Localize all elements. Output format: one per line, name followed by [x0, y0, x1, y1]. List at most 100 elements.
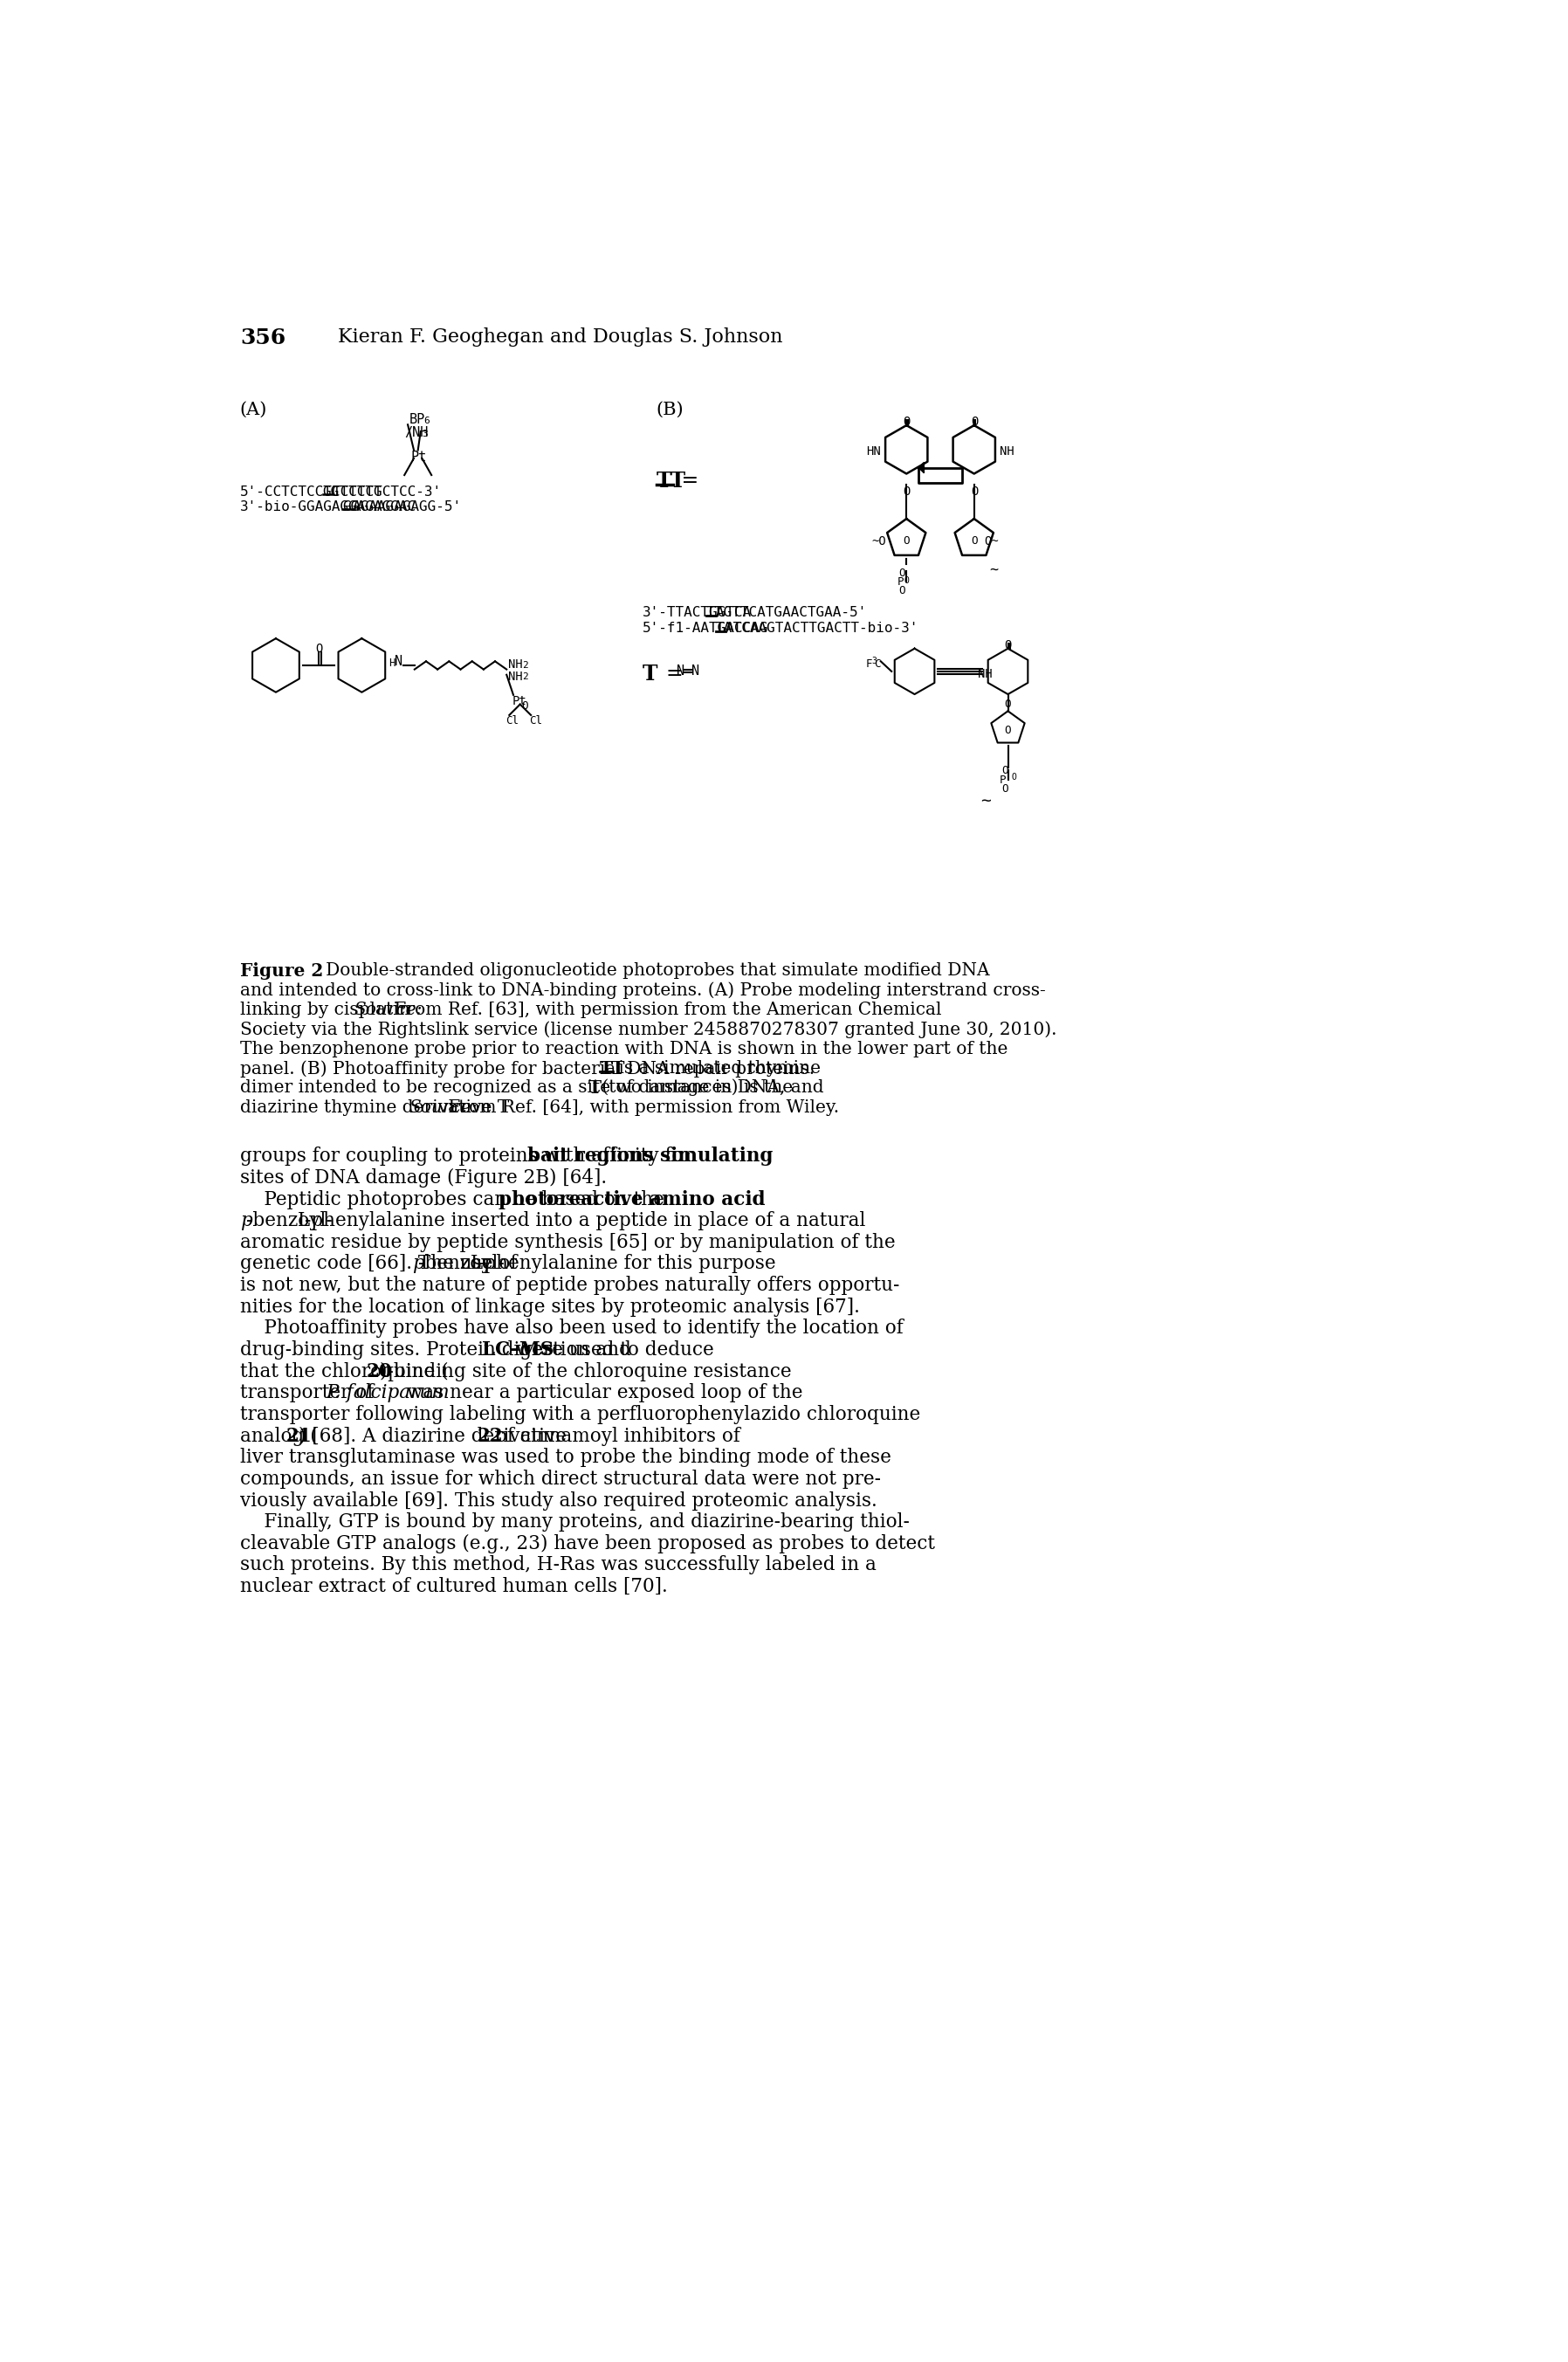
Text: -phenylalanine for this purpose: -phenylalanine for this purpose — [477, 1254, 776, 1273]
Text: such proteins. By this method, H-Ras was successfully labeled in a: such proteins. By this method, H-Ras was… — [240, 1557, 877, 1575]
Text: drug-binding sites. Protein digestion and: drug-binding sites. Protein digestion an… — [240, 1339, 637, 1361]
Text: O: O — [903, 416, 911, 428]
Text: T: T — [643, 664, 659, 685]
Text: From Ref. [64], with permission from Wiley.: From Ref. [64], with permission from Wil… — [442, 1098, 839, 1115]
Text: 3'-TTACTGGTCA: 3'-TTACTGGTCA — [643, 607, 751, 619]
Text: O: O — [971, 416, 978, 428]
Text: 2: 2 — [522, 673, 528, 683]
Text: N: N — [395, 654, 403, 668]
Text: liver transglutaminase was used to probe the binding mode of these: liver transglutaminase was used to probe… — [240, 1448, 891, 1467]
Text: -phenylalanine inserted into a peptide in place of a natural: -phenylalanine inserted into a peptide i… — [304, 1212, 866, 1231]
Text: 2: 2 — [522, 661, 528, 668]
Text: TCTTCTCTCC-3': TCTTCTCTCC-3' — [332, 484, 442, 498]
Text: Society via the Rightslink service (license number 2458870278307 granted June 30: Society via the Rightslink service (lice… — [240, 1020, 1057, 1039]
Text: genetic code [66]. The use of: genetic code [66]. The use of — [240, 1254, 524, 1273]
Text: p: p — [240, 1212, 252, 1231]
Text: L: L — [470, 1254, 483, 1273]
Text: O: O — [522, 699, 528, 711]
Text: (two instances) is the: (two instances) is the — [597, 1079, 793, 1096]
Text: AGTTCATGAACTGAA-5': AGTTCATGAACTGAA-5' — [715, 607, 867, 619]
Text: 3: 3 — [422, 430, 428, 437]
Text: O: O — [903, 534, 909, 546]
Text: BP: BP — [409, 413, 425, 425]
Text: (B): (B) — [655, 402, 684, 418]
Text: 3'-bio-GGAGAGGAGAGGAC: 3'-bio-GGAGAGGAGAGGAC — [240, 501, 417, 513]
Text: LC–MS: LC–MS — [481, 1339, 554, 1361]
Text: 5'-CCTCTCCTCTCCTG: 5'-CCTCTCCTCTCCTG — [240, 484, 383, 498]
Text: O: O — [315, 642, 323, 654]
Text: O: O — [1005, 640, 1011, 652]
Text: P: P — [897, 576, 903, 588]
Text: O: O — [971, 534, 977, 546]
Text: groups for coupling to proteins with affinity for: groups for coupling to proteins with aff… — [240, 1148, 698, 1167]
Text: compounds, an issue for which direct structural data were not pre-: compounds, an issue for which direct str… — [240, 1469, 881, 1488]
Text: is not new, but the nature of peptide probes naturally offers opportu-: is not new, but the nature of peptide pr… — [240, 1275, 900, 1294]
Text: Kieran F. Geoghegan and Douglas S. Johnson: Kieran F. Geoghegan and Douglas S. Johns… — [339, 328, 782, 347]
Text: GG: GG — [323, 484, 340, 498]
Text: 22: 22 — [477, 1427, 503, 1446]
Text: viously available [69]. This study also required proteomic analysis.: viously available [69]. This study also … — [240, 1490, 877, 1509]
Text: and intended to cross-link to DNA-binding proteins. (A) Probe modeling interstra: and intended to cross-link to DNA-bindin… — [240, 983, 1046, 999]
Text: H: H — [389, 657, 395, 668]
Text: TA: TA — [715, 621, 732, 635]
Text: (A): (A) — [240, 402, 268, 418]
Text: Cl: Cl — [505, 716, 519, 727]
Text: TT: TT — [655, 470, 685, 491]
Text: -benzoyl-: -benzoyl- — [419, 1254, 505, 1273]
Text: O: O — [1002, 765, 1008, 777]
Text: aromatic residue by peptide synthesis [65] or by manipulation of the: aromatic residue by peptide synthesis [6… — [240, 1233, 895, 1252]
Text: From Ref. [63], with permission from the American Chemical: From Ref. [63], with permission from the… — [389, 1001, 941, 1018]
Text: ~: ~ — [989, 562, 997, 579]
Text: TT: TT — [599, 1061, 626, 1077]
Text: cleavable GTP analogs (e.g., 23) have been proposed as probes to detect: cleavable GTP analogs (e.g., 23) have be… — [240, 1533, 935, 1554]
Text: O: O — [1005, 699, 1011, 711]
Text: ~: ~ — [982, 794, 991, 810]
Text: F: F — [866, 659, 872, 671]
Text: P: P — [1000, 775, 1007, 787]
Text: O: O — [1002, 784, 1008, 794]
Text: O: O — [971, 487, 978, 498]
Text: GG: GG — [342, 501, 359, 513]
Text: O~: O~ — [985, 536, 999, 548]
Text: C: C — [873, 659, 881, 671]
Text: was near a particular exposed loop of the: was near a particular exposed loop of th… — [401, 1384, 803, 1403]
Text: of cinnamoyl inhibitors of: of cinnamoyl inhibitors of — [489, 1427, 740, 1446]
Text: NH: NH — [978, 668, 993, 680]
Text: ATCAAGTACTTGACTT-bio-3': ATCAAGTACTTGACTT-bio-3' — [726, 621, 919, 635]
Text: NH: NH — [1000, 446, 1014, 458]
Text: 20: 20 — [367, 1363, 392, 1382]
Text: O: O — [898, 567, 905, 579]
Text: transporter of: transporter of — [240, 1384, 379, 1403]
Text: 5'-f1-AATGACCAG: 5'-f1-AATGACCAG — [643, 621, 768, 635]
Text: The benzophenone probe prior to reaction with DNA is shown in the lower part of : The benzophenone probe prior to reaction… — [240, 1042, 1008, 1058]
Text: bait regions simulating: bait regions simulating — [527, 1148, 773, 1167]
Text: diazirine thymine derivative T: diazirine thymine derivative T — [240, 1098, 514, 1115]
Text: O: O — [898, 586, 905, 595]
Text: Cl: Cl — [530, 716, 543, 727]
Text: HN: HN — [866, 446, 881, 458]
Text: Source:: Source: — [409, 1098, 477, 1115]
Text: Source:: Source: — [354, 1001, 423, 1018]
Text: Pt: Pt — [513, 694, 527, 706]
Text: )-binding site of the chloroquine resistance: )-binding site of the chloroquine resist… — [379, 1363, 792, 1382]
Text: sites of DNA damage (Figure 2B) [64].: sites of DNA damage (Figure 2B) [64]. — [240, 1169, 607, 1188]
Text: transporter following labeling with a perfluorophenylazido chloroquine: transporter following labeling with a pe… — [240, 1405, 920, 1424]
Text: ~O: ~O — [872, 536, 886, 548]
Text: Finally, GTP is bound by many proteins, and diazirine-bearing thiol-: Finally, GTP is bound by many proteins, … — [240, 1512, 909, 1531]
Text: nities for the location of linkage sites by proteomic analysis [67].: nities for the location of linkage sites… — [240, 1297, 859, 1316]
Text: N: N — [691, 664, 699, 678]
Text: analog (: analog ( — [240, 1427, 317, 1446]
Text: =: = — [676, 470, 699, 491]
Text: linking by cisplatin: linking by cisplatin — [240, 1001, 416, 1018]
Text: L: L — [298, 1212, 310, 1231]
Text: panel. (B) Photoaffinity probe for bacterial DNA repair proteins.: panel. (B) Photoaffinity probe for bacte… — [240, 1061, 820, 1077]
Text: O: O — [903, 487, 911, 498]
Text: NH: NH — [508, 659, 522, 671]
Text: Figure 2: Figure 2 — [240, 964, 323, 980]
Text: is a simulated thymine: is a simulated thymine — [613, 1061, 820, 1077]
Text: Double-stranded oligonucleotide photoprobes that simulate modified DNA: Double-stranded oligonucleotide photopro… — [309, 964, 989, 980]
Text: Photoaffinity probes have also been used to identify the location of: Photoaffinity probes have also been used… — [240, 1318, 903, 1339]
Text: Peptidic photoprobes can be based on the: Peptidic photoprobes can be based on the — [240, 1190, 670, 1209]
Text: P. falciparum: P. falciparum — [326, 1384, 450, 1403]
Text: O: O — [1011, 772, 1016, 782]
